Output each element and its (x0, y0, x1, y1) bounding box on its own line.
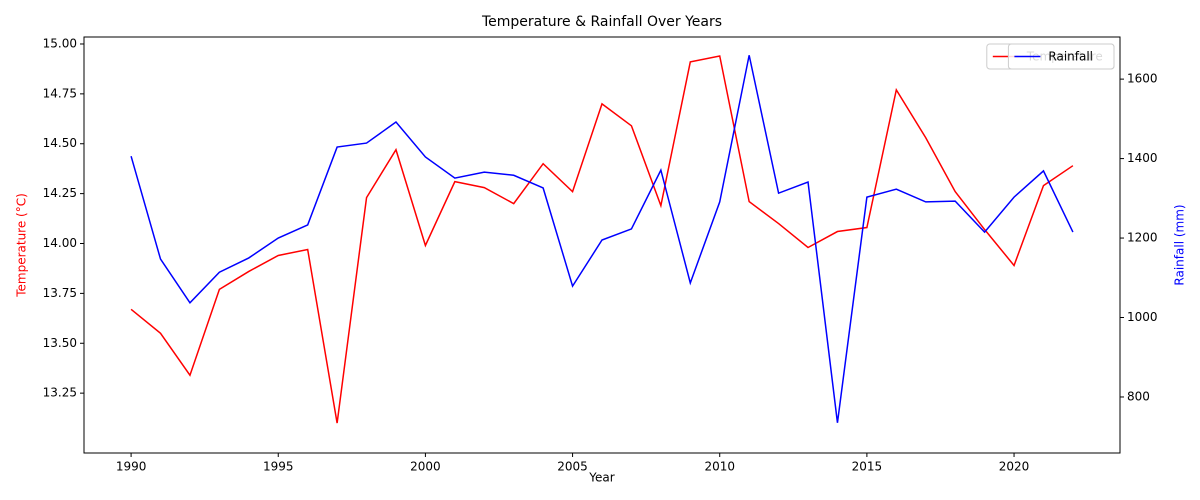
y-tick-label: 13.75 (43, 286, 77, 300)
x-tick-label: 2020 (999, 460, 1030, 474)
x-tick-label: 2010 (704, 460, 735, 474)
plot-frame (83, 36, 1121, 454)
x-tick-label: 1990 (116, 460, 147, 474)
y2-tick-label: 1400 (1127, 151, 1158, 165)
y-tick-label: 14.50 (43, 136, 77, 150)
x-tick-label: 2005 (557, 460, 588, 474)
y-tick-label: 14.00 (43, 236, 77, 250)
y-tick-label: 14.25 (43, 186, 77, 200)
y-tick-label: 13.50 (43, 336, 77, 350)
y-tick-label: 14.75 (43, 86, 77, 100)
y2-tick-label: 1600 (1127, 72, 1158, 86)
x-tick-label: 1995 (263, 460, 294, 474)
y2-tick-label: 800 (1127, 389, 1150, 403)
series-line (130, 55, 1074, 424)
legend-box (1007, 43, 1115, 70)
y-tick-label: 15.00 (43, 36, 77, 50)
x-axis-label: Year (588, 471, 614, 485)
x-tick-label: 2015 (852, 460, 883, 474)
y2-tick-label: 1200 (1127, 231, 1158, 245)
legend-label: Rainfall (1048, 50, 1093, 64)
x-tick-label: 2000 (410, 460, 441, 474)
y2-axis-label: Rainfall (mm) (1173, 204, 1187, 285)
y-tick-label: 13.25 (43, 386, 77, 400)
y-axis-label: Temperature (°C) (15, 193, 29, 298)
series-line (130, 55, 1074, 423)
chart-title: Temperature & Rainfall Over Years (481, 14, 722, 30)
y2-tick-label: 1000 (1127, 310, 1158, 324)
